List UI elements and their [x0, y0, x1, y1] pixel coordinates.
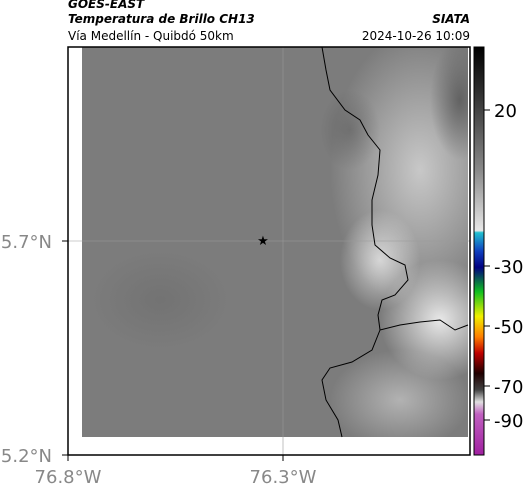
lon-label: 76.3°W: [250, 467, 317, 488]
colorbar-label: 20: [494, 101, 517, 122]
location: Vía Medellín - Quibdó 50km: [68, 29, 234, 43]
colorbar-label: -50: [494, 317, 523, 338]
lon-label: 76.8°W: [35, 467, 102, 488]
timestamp: 2024-10-26 10:09: [362, 29, 470, 43]
source: SIATA: [432, 12, 470, 26]
star-marker: ★: [257, 234, 269, 249]
lat-label: 5.2°N: [1, 446, 52, 467]
colorbar-label: -30: [494, 257, 523, 278]
subtitle: Temperatura de Brillo CH13: [68, 12, 255, 26]
colorbar-label: -70: [494, 377, 523, 398]
lat-label: 5.7°N: [1, 232, 52, 253]
colorbar-ticks: 20 -30 -50 -70 -90: [484, 101, 523, 432]
colorbar: [473, 46, 485, 456]
title: GOES-EAST: [68, 0, 145, 11]
boundary: [321, 46, 469, 438]
satellite-image: [82, 47, 468, 437]
map-frame: [67, 46, 471, 456]
colorbar-label: -90: [494, 411, 523, 432]
